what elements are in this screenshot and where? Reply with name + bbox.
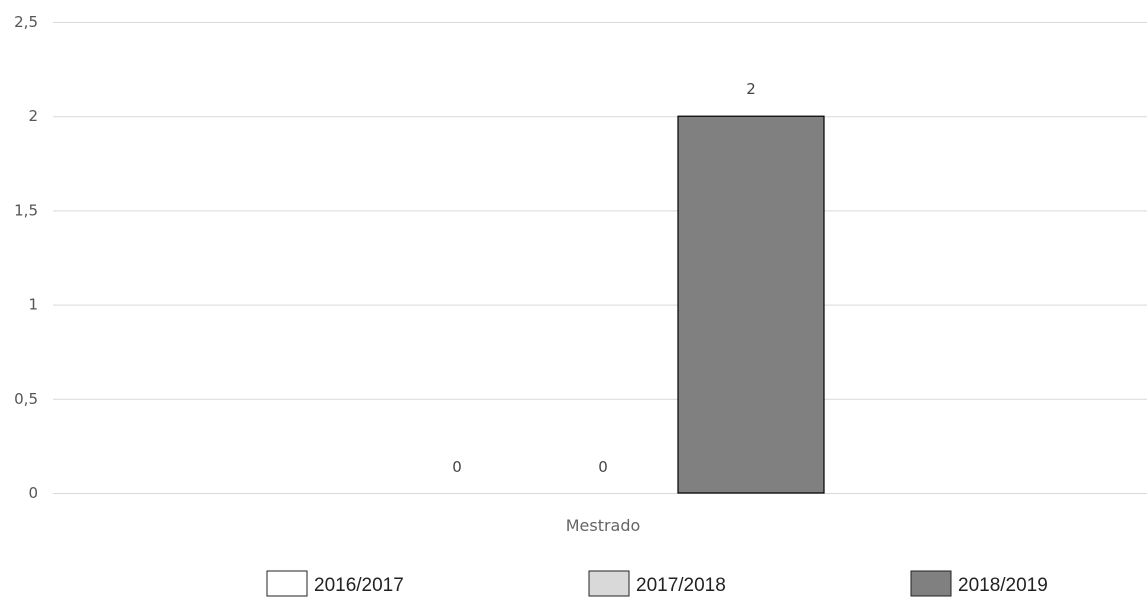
y-tick-label: 2 — [28, 107, 38, 125]
bar-2018-2019 — [677, 115, 825, 494]
x-axis-categories: Mestrado — [566, 516, 641, 535]
legend-label: 2016/2017 — [314, 575, 404, 596]
gridlines — [53, 22, 1147, 494]
y-tick-label: 1 — [28, 296, 38, 314]
data-label: 2 — [746, 80, 756, 98]
data-label: 0 — [452, 458, 462, 476]
y-tick-label: 0,5 — [14, 390, 38, 408]
legend-swatch — [588, 570, 630, 597]
bars — [677, 115, 825, 494]
y-tick-label: 1,5 — [14, 201, 38, 219]
data-label: 0 — [598, 458, 608, 476]
legend-swatch — [910, 570, 952, 597]
y-tick-label: 0 — [28, 484, 38, 502]
y-tick-label: 2,5 — [14, 13, 38, 31]
data-labels: 0 0 2 — [452, 80, 756, 476]
legend-label: 2018/2019 — [958, 575, 1048, 596]
category-label: Mestrado — [566, 516, 641, 535]
y-axis-ticks: 0 0,5 1 1,5 2 2,5 — [14, 13, 38, 502]
legend-swatch — [266, 570, 308, 597]
legend: 2016/2017 2017/2018 2018/2019 — [266, 570, 1048, 597]
legend-label: 2017/2018 — [636, 575, 726, 596]
